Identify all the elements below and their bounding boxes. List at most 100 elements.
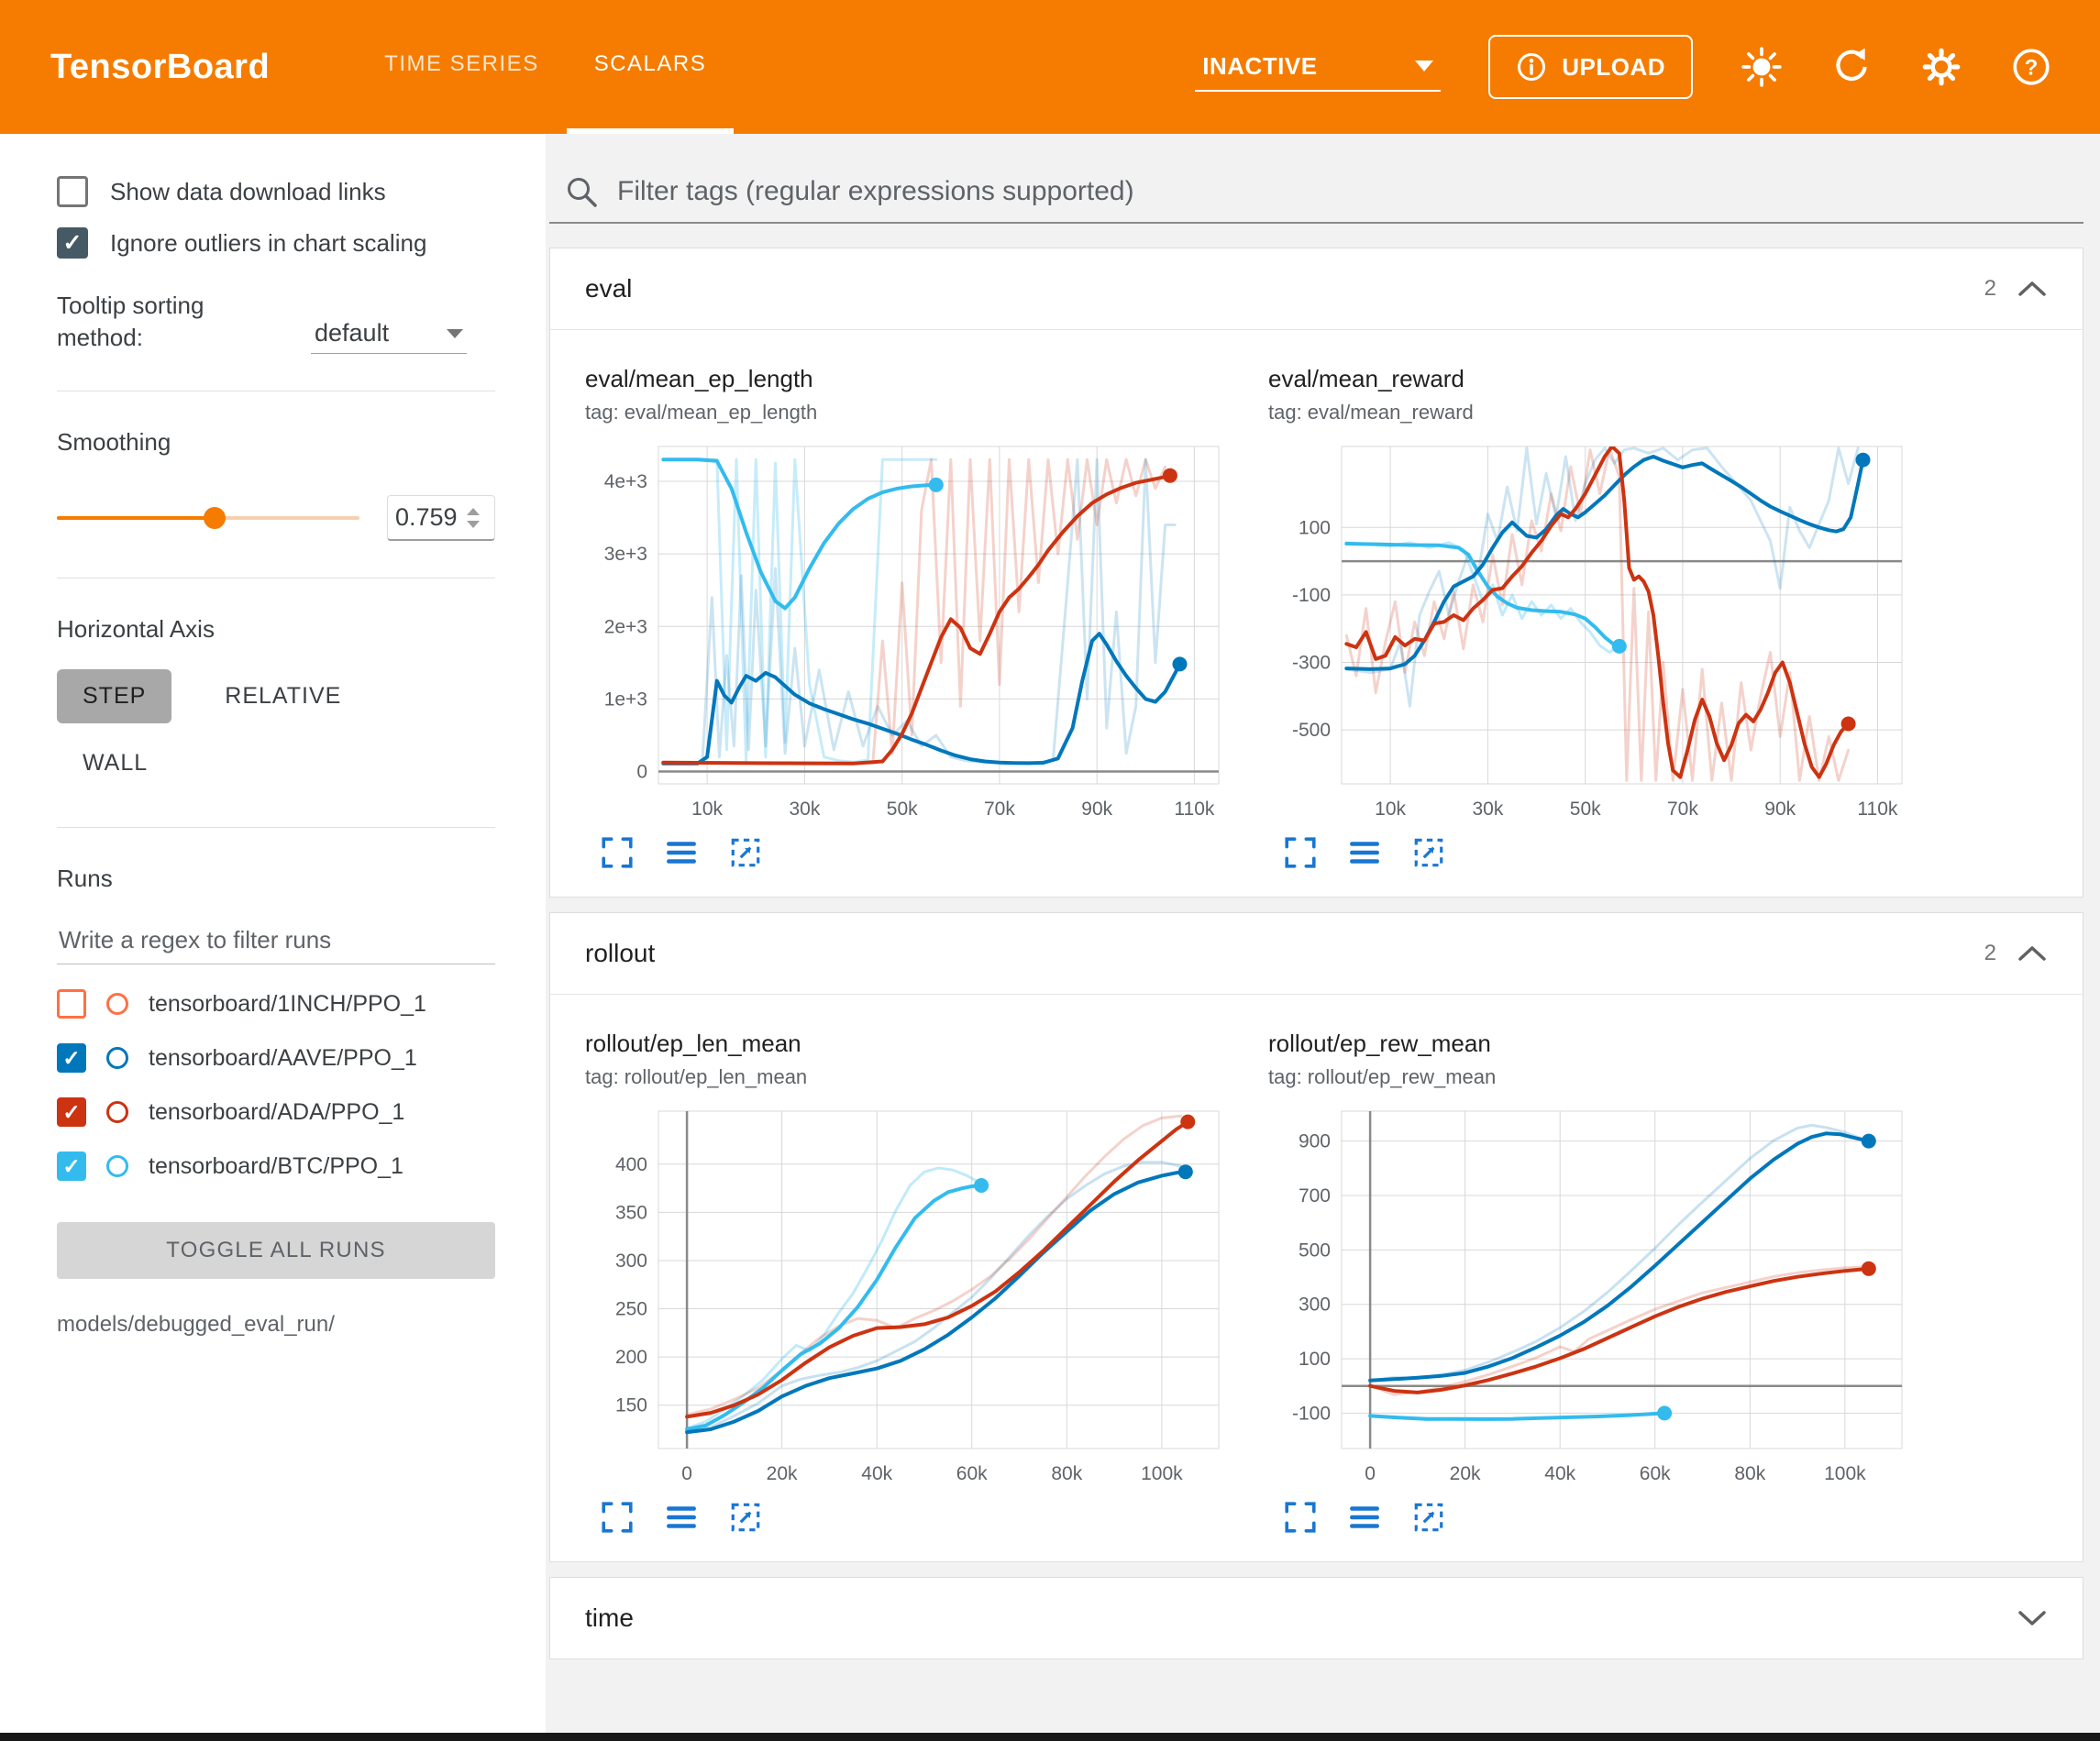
data-table-icon[interactable] bbox=[662, 834, 701, 873]
svg-text:300: 300 bbox=[1299, 1295, 1331, 1316]
runs-label: Runs bbox=[57, 865, 113, 893]
tooltip-sorting-row: Tooltip sorting method: default bbox=[57, 290, 495, 355]
theme-toggle-button[interactable] bbox=[1741, 46, 1783, 88]
run-label: tensorboard/BTC/PPO_1 bbox=[149, 1152, 403, 1179]
fullscreen-icon[interactable] bbox=[1281, 1499, 1320, 1537]
fit-domain-icon[interactable] bbox=[1409, 1499, 1448, 1537]
slider-thumb[interactable] bbox=[203, 507, 226, 530]
gear-icon bbox=[1922, 48, 1961, 86]
tooltip-sorting-select[interactable]: default bbox=[311, 314, 467, 355]
run-color-circle[interactable] bbox=[106, 1047, 128, 1070]
chart-title: rollout/ep_rew_mean bbox=[1268, 1030, 1491, 1057]
svg-text:500: 500 bbox=[1299, 1240, 1331, 1261]
chart-canvas[interactable]: 100 -100 -300 -500 10k 30k 50k 70k 90k 110k bbox=[1268, 434, 1915, 832]
section-rollout-header[interactable]: rollout 2 bbox=[550, 913, 2083, 994]
runs-filter-input[interactable] bbox=[57, 917, 495, 965]
settings-button[interactable] bbox=[1920, 46, 1962, 88]
search-icon bbox=[568, 178, 597, 207]
chart-block-eval-mean-ep-length: eval/mean_ep_length tag: eval/mean_ep_le… bbox=[585, 365, 1232, 873]
chart-block-eval-mean-reward: eval/mean_reward tag: eval/mean_reward 1… bbox=[1268, 365, 1915, 873]
smoothing-value-input[interactable] bbox=[395, 503, 467, 533]
checkbox-icon bbox=[57, 176, 88, 207]
show-download-links-checkbox[interactable]: Show data download links bbox=[57, 176, 495, 207]
run-checkbox[interactable]: ✓ bbox=[57, 1097, 86, 1128]
run-color-circle[interactable] bbox=[106, 1155, 128, 1178]
chart-tag: tag: eval/mean_ep_length bbox=[585, 401, 818, 424]
status-dropdown[interactable]: INACTIVE bbox=[1195, 43, 1442, 92]
run-color-circle[interactable] bbox=[106, 1101, 128, 1124]
svg-text:3e+3: 3e+3 bbox=[604, 544, 647, 565]
svg-text:4e+3: 4e+3 bbox=[604, 471, 647, 492]
run-row-btc[interactable]: ✓ tensorboard/BTC/PPO_1 bbox=[57, 1151, 495, 1182]
chevron-down-icon bbox=[2018, 1611, 2046, 1625]
slider-fill bbox=[57, 516, 215, 521]
help-button[interactable]: ? bbox=[2010, 46, 2052, 88]
app-title: TensorBoard bbox=[50, 47, 271, 86]
fullscreen-icon[interactable] bbox=[598, 1499, 636, 1537]
run-checkbox[interactable]: ✓ bbox=[57, 1043, 86, 1074]
chart-canvas[interactable]: 0 1e+3 2e+3 3e+3 4e+3 10k 30k 50k 70k 90k 110k bbox=[585, 434, 1232, 832]
svg-text:30k: 30k bbox=[1472, 799, 1503, 820]
number-spinner[interactable] bbox=[467, 507, 480, 528]
window-edge bbox=[0, 1733, 2100, 1741]
info-icon bbox=[1518, 53, 1546, 81]
run-row-aave[interactable]: ✓ tensorboard/AAVE/PPO_1 bbox=[57, 1043, 495, 1074]
run-color-circle[interactable] bbox=[106, 993, 128, 1016]
run-row-1inch[interactable]: tensorboard/1INCH/PPO_1 bbox=[57, 989, 495, 1019]
fit-domain-icon[interactable] bbox=[1409, 834, 1448, 873]
chart-canvas[interactable]: -100 100 300 500 700 900 0 20k 40k 60k 80k 100k bbox=[1268, 1098, 1915, 1497]
help-icon: ? bbox=[2013, 49, 2050, 85]
svg-text:40k: 40k bbox=[1544, 1463, 1575, 1484]
run-row-ada[interactable]: ✓ tensorboard/ADA/PPO_1 bbox=[57, 1097, 495, 1128]
run-label: tensorboard/AAVE/PPO_1 bbox=[149, 1044, 417, 1071]
svg-text:100: 100 bbox=[1299, 517, 1331, 538]
section-time-header[interactable]: time bbox=[550, 1578, 2083, 1658]
axis-option-wall[interactable]: WALL bbox=[57, 736, 173, 790]
refresh-button[interactable] bbox=[1830, 46, 1873, 88]
data-table-icon[interactable] bbox=[1345, 834, 1384, 873]
fit-domain-icon[interactable] bbox=[726, 1499, 765, 1537]
run-checkbox[interactable]: ✓ bbox=[57, 1151, 86, 1182]
svg-text:-100: -100 bbox=[1292, 1403, 1331, 1424]
tab-time-series[interactable]: TIME SERIES bbox=[384, 51, 539, 76]
axis-option-step[interactable]: STEP bbox=[57, 669, 172, 724]
svg-text:0: 0 bbox=[636, 762, 647, 783]
fullscreen-icon[interactable] bbox=[598, 834, 636, 873]
svg-text:60k: 60k bbox=[1640, 1463, 1671, 1484]
svg-text:?: ? bbox=[2025, 55, 2039, 80]
toggle-all-runs-button[interactable]: TOGGLE ALL RUNS bbox=[57, 1222, 495, 1280]
axis-option-relative[interactable]: RELATIVE bbox=[199, 669, 367, 723]
svg-text:0: 0 bbox=[681, 1463, 692, 1484]
svg-text:80k: 80k bbox=[1734, 1463, 1765, 1484]
section-eval-header[interactable]: eval 2 bbox=[550, 248, 2083, 329]
section-title: time bbox=[585, 1603, 634, 1632]
svg-text:150: 150 bbox=[615, 1395, 647, 1416]
top-bar: TensorBoard TIME SERIES SCALARS INACTIVE… bbox=[0, 0, 2100, 134]
smoothing-label: Smoothing bbox=[57, 428, 171, 457]
chart-title: eval/mean_reward bbox=[1268, 365, 1464, 392]
chevron-up-icon bbox=[2018, 281, 2046, 296]
tab-scalars[interactable]: SCALARS bbox=[566, 0, 735, 134]
data-table-icon[interactable] bbox=[662, 1499, 701, 1537]
svg-text:50k: 50k bbox=[887, 799, 918, 820]
ignore-outliers-checkbox[interactable]: ✓ Ignore outliers in chart scaling bbox=[57, 227, 495, 259]
refresh-icon bbox=[1836, 48, 1867, 82]
chart-toolbar bbox=[1268, 1499, 1915, 1537]
svg-text:200: 200 bbox=[615, 1347, 647, 1368]
chevron-down-icon bbox=[447, 328, 463, 338]
svg-text:100: 100 bbox=[1299, 1349, 1331, 1370]
data-table-icon[interactable] bbox=[1345, 1499, 1384, 1537]
svg-text:50k: 50k bbox=[1570, 799, 1601, 820]
divider bbox=[57, 827, 495, 829]
section-title: rollout bbox=[585, 939, 656, 967]
upload-button[interactable]: UPLOAD bbox=[1488, 35, 1693, 99]
filter-tags-input[interactable] bbox=[617, 176, 2072, 207]
smoothing-slider[interactable] bbox=[57, 504, 359, 532]
fit-domain-icon[interactable] bbox=[726, 834, 765, 873]
chart-canvas[interactable]: 150 200 250 300 350 400 0 20k 40k 60k 80k 100k bbox=[585, 1098, 1232, 1497]
sun-icon bbox=[1741, 47, 1782, 87]
fullscreen-icon[interactable] bbox=[1281, 834, 1320, 873]
spinner-down-icon bbox=[467, 520, 480, 528]
section-title: eval bbox=[585, 274, 633, 303]
run-checkbox[interactable] bbox=[57, 989, 86, 1019]
